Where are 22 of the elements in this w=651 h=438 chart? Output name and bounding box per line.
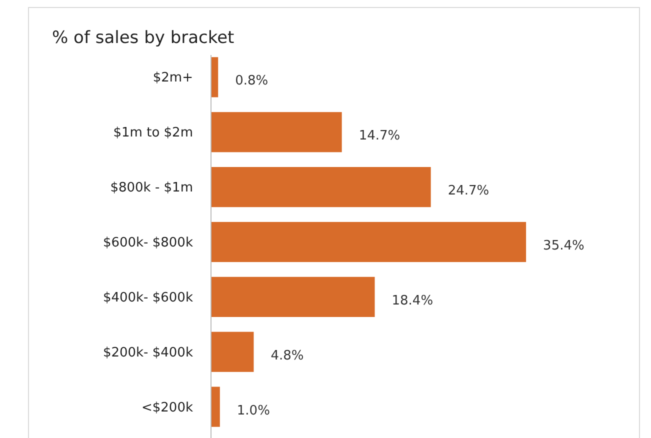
bar <box>211 386 220 427</box>
data-label: 24.7% <box>448 184 490 199</box>
y-tick-label: $800k - $1m <box>110 180 193 196</box>
data-label: 18.4% <box>392 293 434 308</box>
y-tick-label: $200k- $400k <box>102 345 194 360</box>
data-label: 35.4% <box>543 238 584 254</box>
y-tick-label: $600k- $800k <box>102 236 194 251</box>
y-tick-label: $1m to $2m <box>113 126 193 141</box>
y-tick-label: $2m+ <box>152 70 193 86</box>
chart-title: % of sales by bracket <box>52 28 235 48</box>
data-label: 1.0% <box>236 403 270 418</box>
bar <box>211 112 342 152</box>
y-tick-label: $400k- $600k <box>102 290 194 306</box>
data-label: 14.7% <box>358 128 400 144</box>
bar <box>211 222 526 262</box>
data-label: 0.8% <box>235 74 268 89</box>
data-label: 4.8% <box>270 348 304 364</box>
bar <box>211 276 375 317</box>
bar <box>211 332 254 372</box>
y-tick-label: <$200k <box>141 400 194 416</box>
bar <box>211 167 431 208</box>
bar <box>211 57 218 98</box>
